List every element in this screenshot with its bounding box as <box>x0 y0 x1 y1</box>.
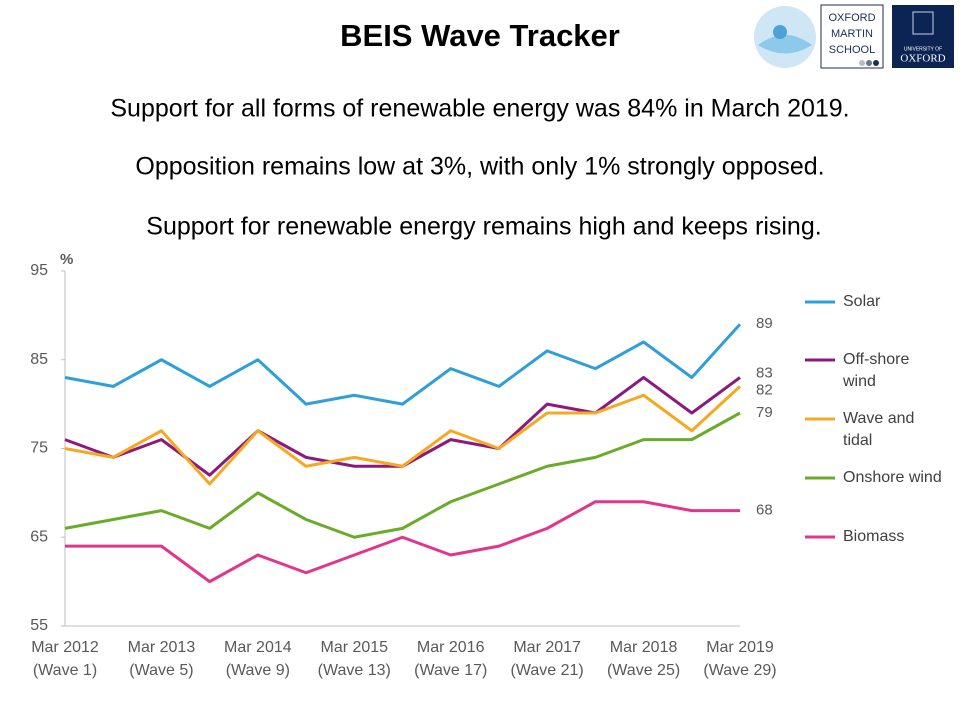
logo-globe <box>754 6 816 68</box>
series-line <box>64 323 742 406</box>
legend-label: Solar <box>843 293 881 310</box>
title: BEIS Wave Tracker <box>340 18 620 53</box>
statement: Support for renewable energy remains hig… <box>146 213 821 241</box>
legend-label: Wave and tidal <box>843 410 914 449</box>
data-label: 83 <box>756 364 773 381</box>
x-tick-label: Mar 2019 (Wave 29) <box>703 639 776 679</box>
logo-university: UNIVERSITY OF OXFORD <box>892 5 954 68</box>
x-tick-label: Mar 2012 (Wave 1) <box>31 639 99 679</box>
x-tick-label: Mar 2018 (Wave 25) <box>607 639 680 679</box>
x-tick-label: Mar 2014 (Wave 9) <box>224 639 292 679</box>
logo-text: OXFORD <box>900 53 945 65</box>
legend-label: Off-shore wind <box>842 351 910 390</box>
logo-text: SCHOOL <box>829 44 875 56</box>
legend-label: Onshore wind <box>843 469 942 486</box>
series-line <box>65 500 740 584</box>
statement: Opposition remains low at 3%, with only … <box>135 153 824 181</box>
statement: Support for all forms of renewable energ… <box>110 95 849 123</box>
legend-label: Biomass <box>843 528 904 545</box>
data-label: 68 <box>756 502 773 519</box>
series-line <box>64 385 742 486</box>
x-tick-label: Mar 2017 (Wave 21) <box>511 639 584 679</box>
x-tick-label: Mar 2016 (Wave 17) <box>414 639 487 679</box>
y-axis-unit: % <box>60 251 73 268</box>
logo-text: MARTIN <box>831 28 873 40</box>
y-tick-label: 95 <box>30 262 48 279</box>
x-tick-label: Mar 2013 (Wave 5) <box>128 639 196 679</box>
data-label: 79 <box>756 404 773 421</box>
logo-school: OXFORD MARTIN SCHOOL <box>820 4 884 69</box>
logo-text: OXFORD <box>828 12 875 24</box>
data-label: 82 <box>756 381 773 398</box>
logo-text: UNIVERSITY OF <box>904 46 942 52</box>
data-label: 89 <box>756 315 773 332</box>
y-tick-label: 65 <box>30 528 48 545</box>
series-line <box>64 411 741 539</box>
y-tick-label: 85 <box>30 351 48 368</box>
y-tick-label: 75 <box>30 440 48 457</box>
y-tick-label: 55 <box>30 617 48 634</box>
x-tick-label: Mar 2015 (Wave 13) <box>318 639 391 679</box>
